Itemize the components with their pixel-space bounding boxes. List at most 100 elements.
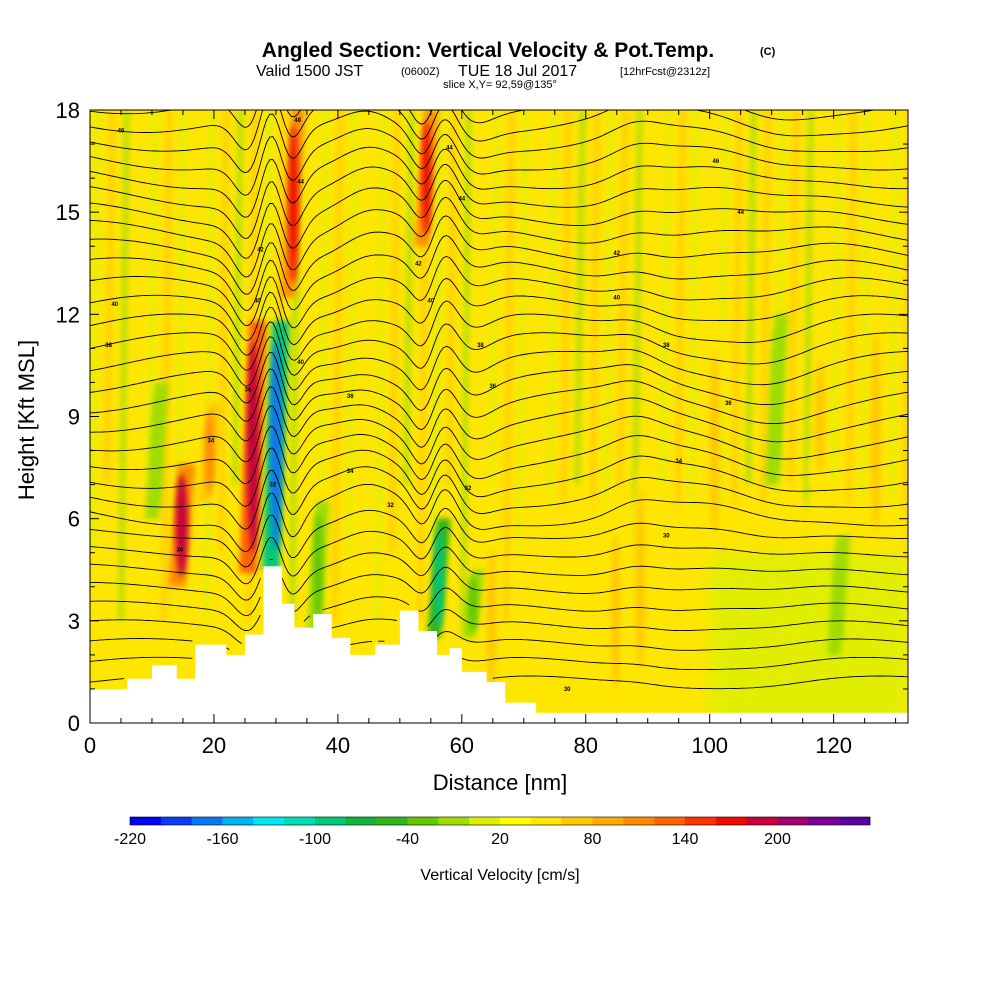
x-tick-label: 120 <box>815 733 852 758</box>
velocity-band <box>332 110 343 621</box>
colorbar-tick-label: 140 <box>672 831 699 848</box>
downdraft-cell <box>269 341 282 550</box>
isentrope-label: 32 <box>465 486 472 492</box>
colorbar-swatch <box>500 817 532 825</box>
colorbar-swatch <box>160 817 192 825</box>
updraft-cell <box>871 333 881 534</box>
x-tick-label: 60 <box>450 733 474 758</box>
colorbar-swatch <box>623 817 655 825</box>
y-tick-label: 0 <box>68 711 80 736</box>
velocity-band <box>702 110 714 485</box>
x-tick-label: 20 <box>202 733 226 758</box>
isentrope-label: 40 <box>254 299 261 305</box>
velocity-band <box>517 110 529 553</box>
subtitle-zulu: (0600Z) <box>401 66 440 78</box>
colorbar-swatch <box>530 817 562 825</box>
colorbar-swatch <box>191 817 223 825</box>
isentrope-label: 40 <box>613 295 620 301</box>
updraft-cell <box>204 410 215 494</box>
isentrope-line <box>90 336 908 391</box>
velocity-band <box>147 110 158 485</box>
updraft-cell <box>610 533 621 691</box>
slice-text: slice X,Y= 92,59@135° <box>443 79 557 91</box>
isentrope-label: 30 <box>177 547 184 553</box>
terrain-profile <box>90 566 908 723</box>
velocity-band <box>917 110 928 485</box>
isentrope-label: 38 <box>105 343 112 349</box>
velocity-band <box>104 110 115 485</box>
isentrope-label: 48 <box>294 118 301 124</box>
isentrope-line <box>90 179 908 259</box>
terrain <box>90 566 908 723</box>
y-tick-label: 18 <box>56 98 80 123</box>
isentrope-label: 40 <box>427 299 434 305</box>
isentrope-label: 42 <box>613 251 620 257</box>
colorbar-tick-label: -100 <box>299 831 331 848</box>
subtitle-valid: Valid 1500 JST <box>256 63 364 80</box>
colorbar-swatch <box>407 817 439 825</box>
colorbar-swatch <box>284 817 316 825</box>
velocity-band <box>375 110 386 621</box>
isentrope-label: 32 <box>269 483 276 489</box>
velocity-band <box>574 110 586 485</box>
velocity-band <box>759 110 771 621</box>
velocity-band <box>360 110 372 485</box>
updraft-cell <box>246 341 260 553</box>
downdraft-cell <box>833 545 844 646</box>
isentrope-line <box>90 277 908 346</box>
isentrope-line <box>90 196 908 278</box>
isentrope-label: 44 <box>297 180 304 186</box>
isentrope-line <box>90 110 908 174</box>
isentrope-label: 30 <box>564 687 571 693</box>
velocity-band <box>688 110 700 553</box>
velocity-band <box>788 110 799 485</box>
isentrope-line <box>90 128 908 196</box>
colorbar-swatch <box>777 817 809 825</box>
velocity-band <box>161 110 172 621</box>
colorbar-swatch <box>561 817 593 825</box>
isentrope-line <box>90 526 908 585</box>
subtitle-date: TUE 18 Jul 2017 <box>458 63 577 80</box>
y-tick-label: 12 <box>56 302 80 327</box>
isentrope-label: 40 <box>297 360 304 366</box>
isentrope-line <box>90 368 908 431</box>
isentrope-line <box>90 300 908 361</box>
isentrope-line <box>90 405 908 465</box>
y-tick-label: 3 <box>68 609 80 634</box>
colorbar-swatch <box>469 817 501 825</box>
isentrope-labels: 46 40 38 30 34 36 40 42 32 48 44 40 36 34 32 42 40 44 44 32… <box>105 118 744 693</box>
x-tick-label: 0 <box>84 733 96 758</box>
colorbar-swatch <box>654 817 686 825</box>
velocity-band <box>617 110 628 485</box>
isentrope-line <box>90 566 908 617</box>
x-axis: 0 20 40 60 80 100 120 <box>84 110 897 758</box>
colorbar-swatch <box>345 817 377 825</box>
colorbar-swatch <box>715 817 747 825</box>
isentrope-line <box>90 163 908 239</box>
isentrope-label: 36 <box>725 401 732 407</box>
colorbar-swatch <box>746 817 778 825</box>
isentrope-label: 36 <box>489 384 496 390</box>
chart-title-unit: (C) <box>760 46 776 58</box>
velocity-band <box>831 110 842 485</box>
velocity-band <box>189 110 201 485</box>
colorbar-swatch <box>438 817 470 825</box>
colorbar-swatch <box>315 817 347 825</box>
velocity-band <box>845 110 856 621</box>
isentrope-label: 36 <box>347 394 354 400</box>
isentrope-label: 38 <box>477 343 484 349</box>
isentrope-line <box>90 321 908 376</box>
colorbar-tick-label: -220 <box>114 831 146 848</box>
isentrope-line <box>90 426 908 485</box>
colorbar-swatch <box>808 817 840 825</box>
downdraft-cell <box>771 327 782 471</box>
isentrope-label: 44 <box>446 145 453 151</box>
colorbar-ticks: -220 -160 -100 -40 20 80 140 200 <box>114 831 791 848</box>
chart-subtitle: Valid 1500 JST (0600Z) TUE 18 Jul 2017 [… <box>256 63 710 80</box>
velocity-band <box>460 110 472 621</box>
isentrope-line <box>90 235 908 311</box>
colorbar-title: Vertical Velocity [cm/s] <box>420 867 579 884</box>
isentrope-label: 44 <box>737 210 744 216</box>
